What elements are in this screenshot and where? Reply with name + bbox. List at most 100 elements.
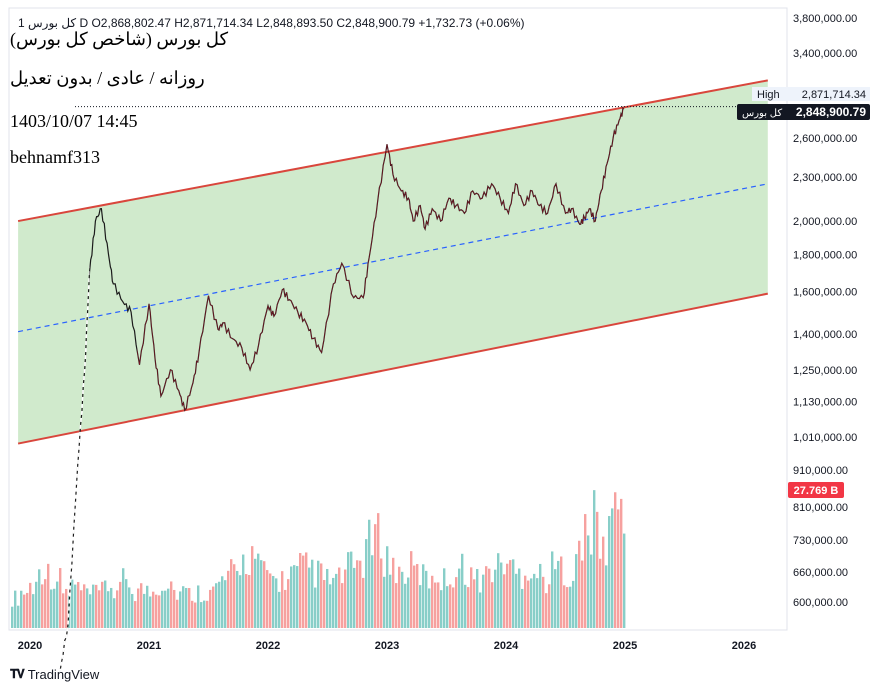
volume-bar <box>200 602 203 628</box>
volume-bar <box>59 568 62 628</box>
channel-upper-line[interactable] <box>17 79 768 223</box>
volume-bar <box>452 587 455 628</box>
volume-bar <box>152 591 155 628</box>
volume-bar <box>11 606 14 628</box>
volume-bar <box>431 575 434 628</box>
price-tick-label: 3,400,000.00 <box>793 48 857 60</box>
volume-bar <box>143 593 146 628</box>
volume-bar <box>584 514 587 628</box>
volume-bar <box>62 593 65 628</box>
volume-bar <box>77 582 80 628</box>
volume-bar <box>623 533 626 628</box>
time-tick-label: 2021 <box>137 640 161 652</box>
volume-bar <box>92 584 95 628</box>
volume-bar <box>557 560 560 628</box>
volume-bar <box>485 566 488 628</box>
volume-bar <box>347 552 350 628</box>
volume-bar <box>521 588 524 628</box>
volume-bar <box>491 582 494 628</box>
volume-bar <box>203 600 206 628</box>
volume-bar <box>467 587 470 628</box>
volume-bar <box>167 588 170 628</box>
volume-bar <box>263 561 266 628</box>
volume-bar <box>293 565 296 628</box>
volume-bar <box>299 553 302 628</box>
price-tick-label: 1,010,000.00 <box>793 432 857 444</box>
volume-bar <box>455 577 458 628</box>
volume-bar <box>359 560 362 628</box>
volume-bar <box>470 567 473 628</box>
volume-bar <box>317 560 320 628</box>
volume-bar <box>35 581 38 628</box>
channel-lower-line[interactable] <box>17 292 768 445</box>
volume-bar <box>422 564 425 628</box>
volume-bar <box>356 560 359 628</box>
time-tick-label: 2020 <box>18 640 42 652</box>
volume-bar <box>479 592 482 628</box>
volume-bar <box>272 575 275 628</box>
volume-bar <box>194 602 197 628</box>
channel-mid-line[interactable] <box>17 183 768 333</box>
volume-bar <box>179 591 182 628</box>
volume-bar <box>566 587 569 628</box>
volume-bar <box>500 562 503 628</box>
volume-bar <box>53 588 56 628</box>
volume-bar <box>125 579 128 628</box>
volume-bar <box>161 590 164 628</box>
volume-bar <box>83 584 86 628</box>
tradingview-footer[interactable]: 𝐓𝐕 TradingView <box>10 667 99 682</box>
time-axis[interactable]: 2020 2021 2022 2023 2024 2025 2026 <box>18 640 756 652</box>
volume-bar <box>248 575 251 628</box>
last-price-symbol: کل بورس <box>742 108 782 119</box>
volume-bar <box>158 595 161 628</box>
volume-bar <box>374 524 377 628</box>
time-tick-label: 2026 <box>732 640 756 652</box>
volume-bar <box>251 546 254 628</box>
volume-bar <box>560 556 563 628</box>
volume-bar <box>437 582 440 628</box>
volume-label: 27.769 B <box>788 482 844 498</box>
volume-bar <box>428 588 431 628</box>
time-tick-label: 2023 <box>375 640 399 652</box>
volume-bar <box>533 573 536 628</box>
volume-bar <box>218 581 221 628</box>
volume-bar <box>227 570 230 628</box>
volume-bar <box>464 584 467 628</box>
volume-bar <box>344 569 347 628</box>
volume-bar <box>341 583 344 628</box>
volume-bar <box>164 590 167 628</box>
volume-bar <box>107 591 110 628</box>
volume-bar <box>575 554 578 628</box>
channel-fill <box>18 80 768 444</box>
volume-bar <box>590 554 593 628</box>
volume-bar <box>599 558 602 628</box>
volume-bar <box>20 590 23 628</box>
volume-bar <box>50 589 53 628</box>
volume-bar <box>578 540 581 628</box>
volume-bar <box>494 569 497 628</box>
volume-bar <box>80 590 83 628</box>
volume-bar <box>509 560 512 628</box>
volume-bar <box>545 593 548 628</box>
last-price-value: 2,848,900.79 <box>796 105 866 119</box>
volume-bar <box>131 593 134 628</box>
price-axis[interactable]: 3,800,000.00 3,400,000.00 2,600,000.00 2,30… <box>793 13 857 609</box>
volume-bar <box>581 560 584 628</box>
volume-bar <box>596 511 599 628</box>
volume-bar <box>134 601 137 628</box>
volume-bar <box>209 589 212 628</box>
volume-bar <box>608 516 611 628</box>
volume-bar <box>554 569 557 628</box>
volume-bar <box>497 553 500 628</box>
volume-bar <box>275 578 278 628</box>
volume-bar <box>587 535 590 628</box>
chart-datetime: 1403/10/07 14:45 <box>10 111 138 131</box>
price-tick-label: 2,300,000.00 <box>793 172 857 184</box>
volume-bar <box>611 508 614 628</box>
volume-bar <box>173 589 176 628</box>
volume-bar <box>512 559 515 628</box>
chart-subtitle: روزانه / عادی / بدون تعدیل <box>10 68 205 88</box>
price-tick-label: 810,000.00 <box>793 502 848 514</box>
price-tick-label: 1,400,000.00 <box>793 329 857 341</box>
